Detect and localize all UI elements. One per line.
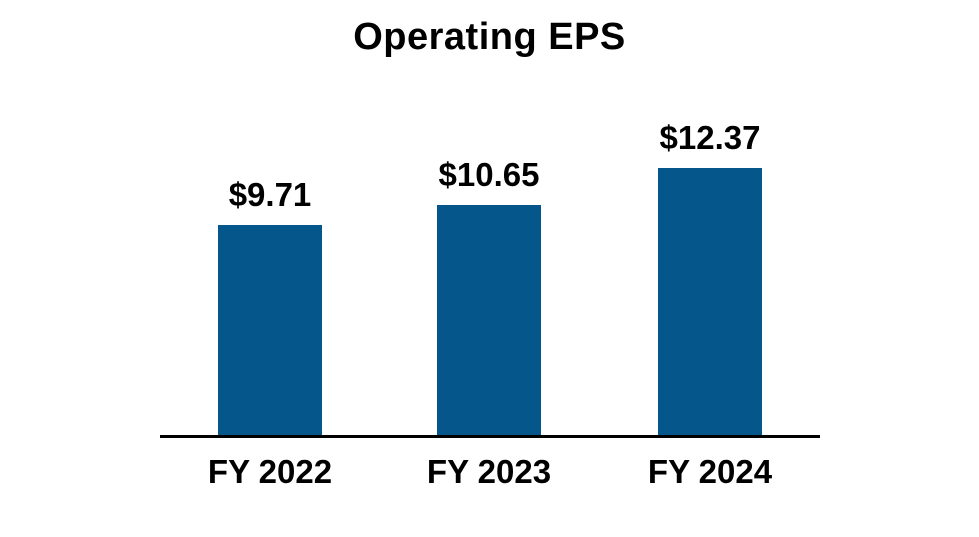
x-axis-label: FY 2024 [647,453,773,490]
bar-value-label: $12.37 [659,119,761,156]
bar-value-label: $9.71 [228,176,312,213]
bar [658,168,762,435]
x-axis-label: FY 2022 [207,453,333,490]
x-axis-label: FY 2023 [426,453,552,490]
bar [218,225,322,435]
x-axis-line [160,435,820,438]
bar-value-label: $10.65 [438,156,540,193]
chart-title: Operating EPS [353,16,626,58]
bar [437,205,541,435]
